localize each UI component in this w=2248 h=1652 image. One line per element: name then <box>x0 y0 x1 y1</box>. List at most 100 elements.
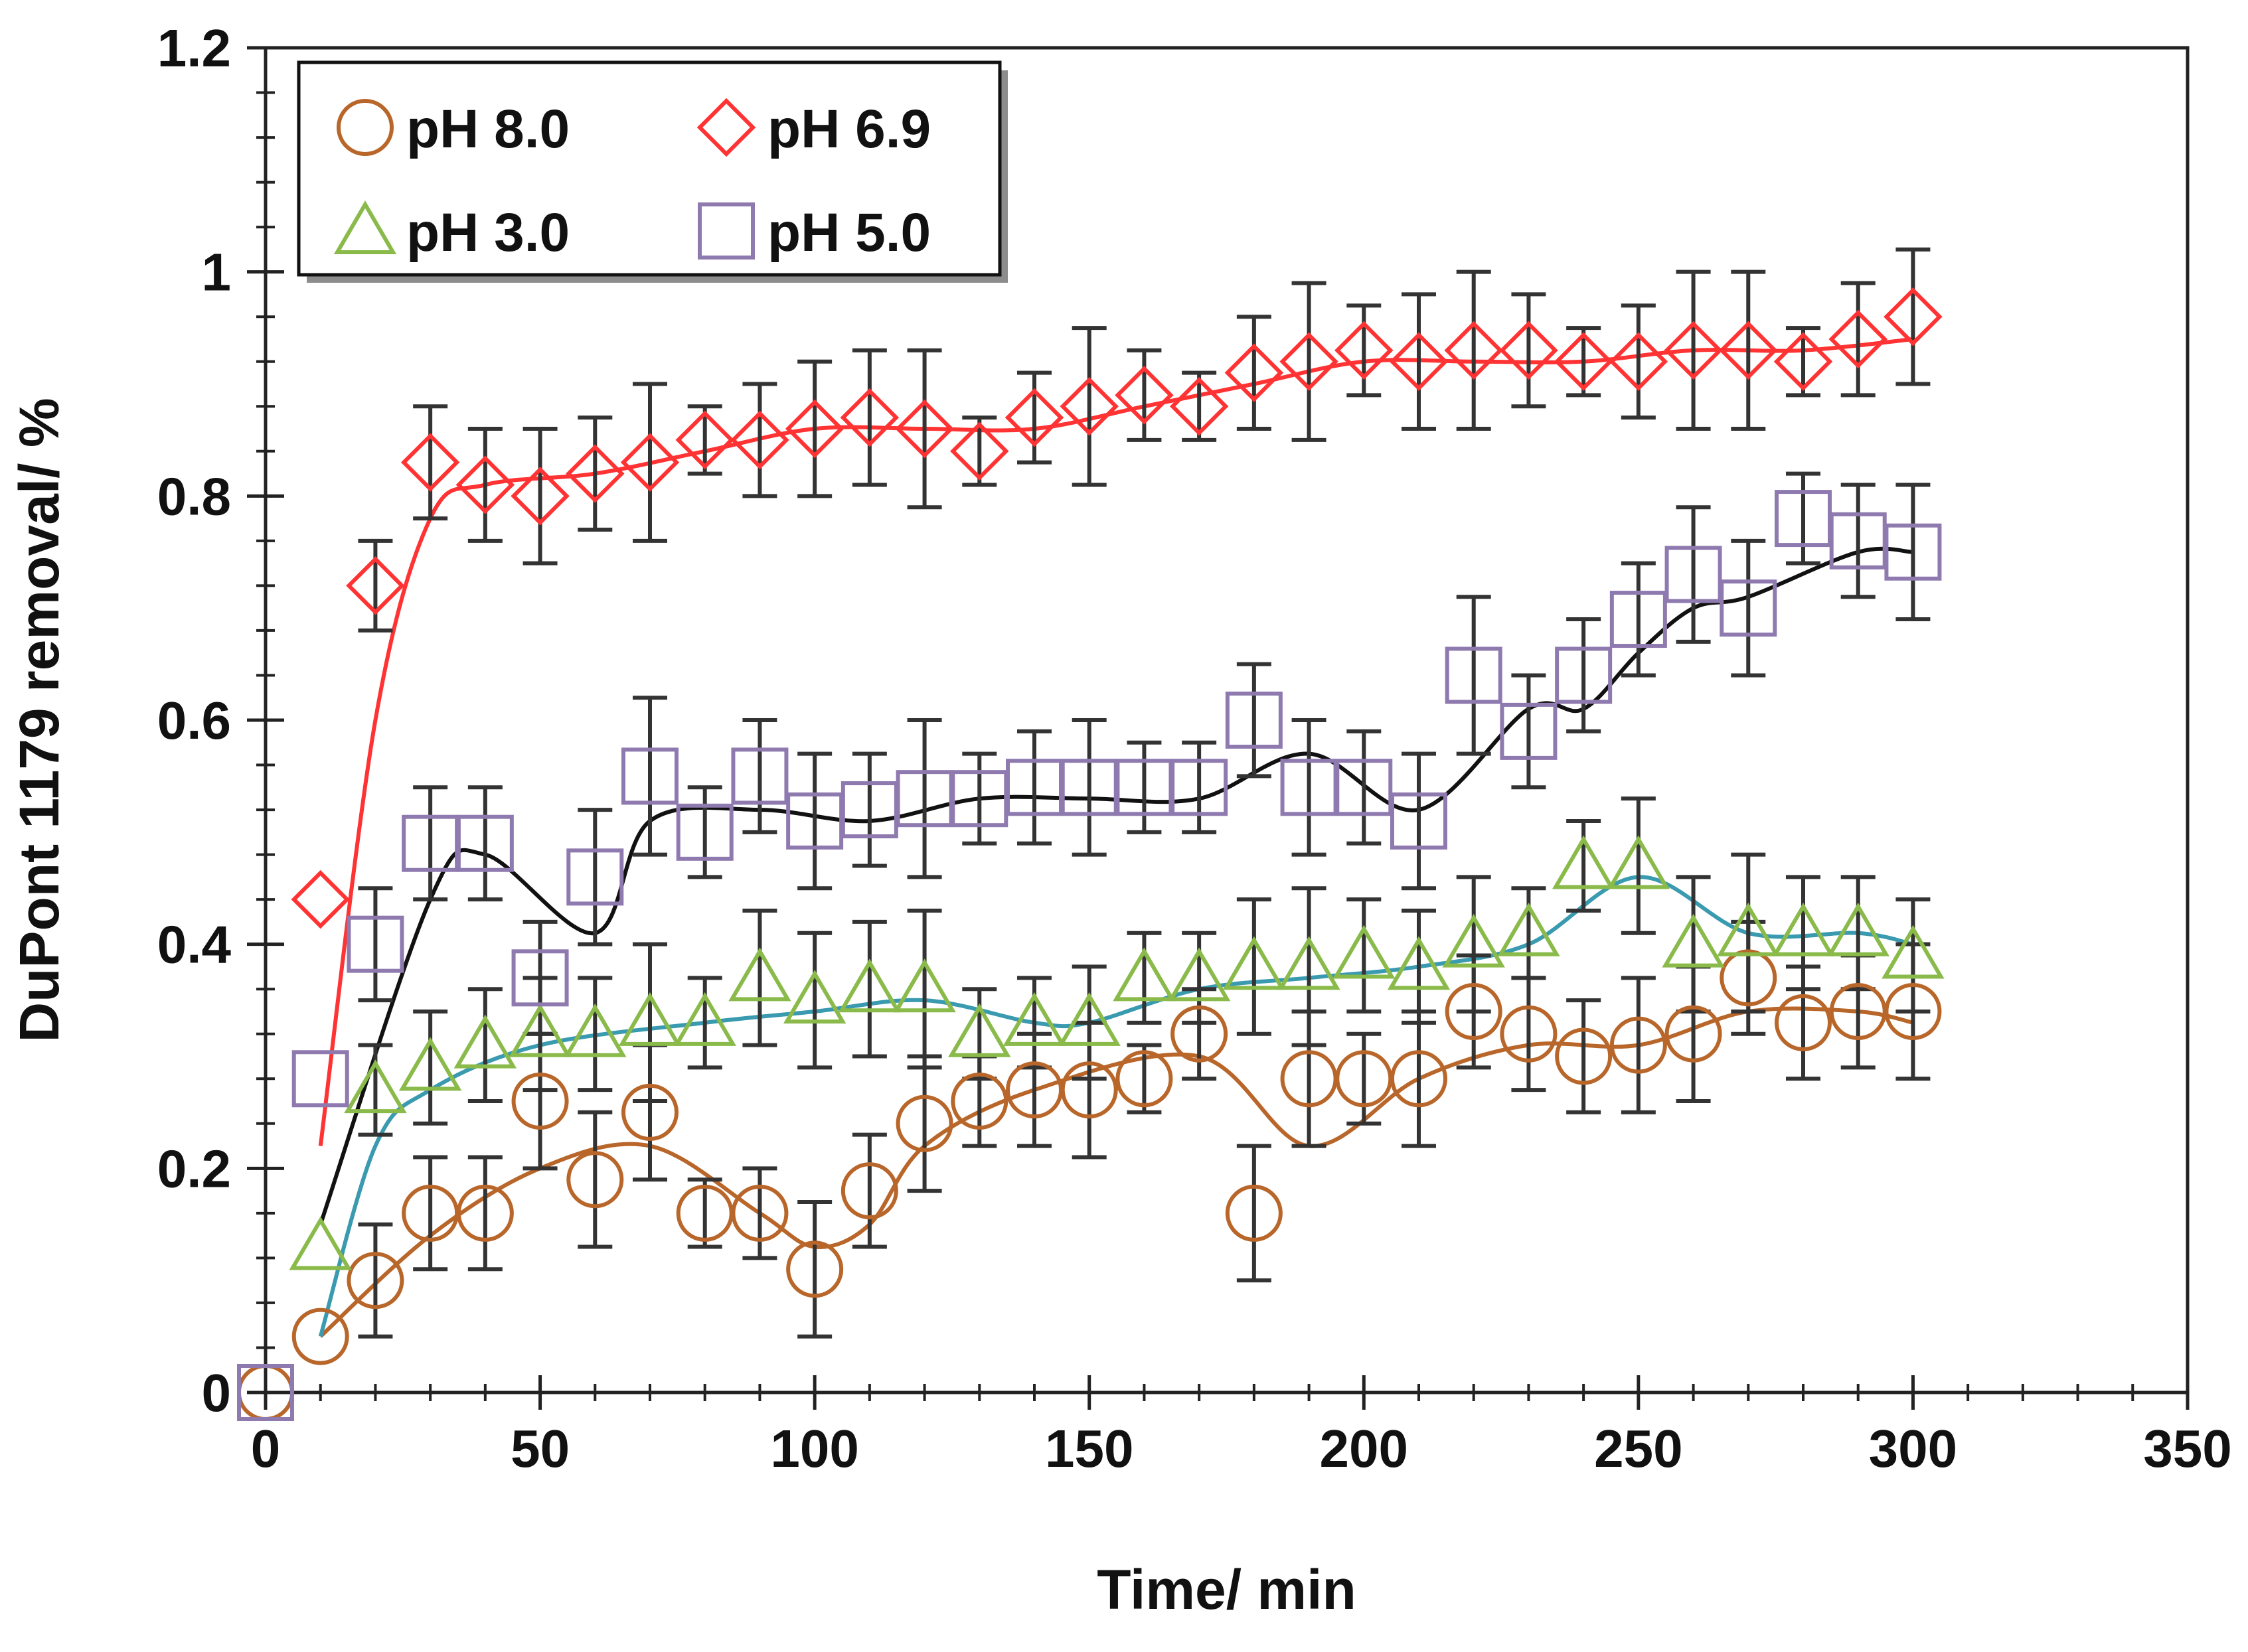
error-bar-ph-8-0 <box>1566 998 1601 1114</box>
error-bar-ph-8-0 <box>1236 1144 1271 1283</box>
data-point-ph-5-0 <box>1390 792 1447 850</box>
error-bar-ph-5-0 <box>1236 662 1271 779</box>
data-point-ph-6-9 <box>1060 377 1119 436</box>
data-point-ph-5-0 <box>1884 523 1942 581</box>
data-point-ph-5-0 <box>1445 646 1502 704</box>
error-bar-ph-6-9 <box>1346 303 1382 398</box>
error-bar-ph-3-0 <box>742 909 777 1047</box>
error-bar-ph-6-9 <box>1291 281 1326 442</box>
data-point-ph-6-9 <box>1719 321 1778 380</box>
x-tick-label: 200 <box>1320 1419 1408 1478</box>
error-bar-ph-5-0 <box>1840 483 1876 599</box>
data-point-ph-8-0 <box>1060 1061 1118 1119</box>
data-point-ph-5-0 <box>1225 692 1283 749</box>
error-bar-ph-3-0 <box>1291 886 1326 1047</box>
data-markers <box>237 287 1945 1421</box>
error-bar-ph-5-0 <box>687 785 722 879</box>
error-bar-ph-8-0 <box>742 1166 777 1260</box>
data-point-ph-6-9 <box>1664 321 1723 380</box>
error-bar-ph-5-0 <box>1731 538 1766 678</box>
data-point-ph-8-0 <box>456 1184 514 1242</box>
error-bar-ph-5-0 <box>633 696 667 857</box>
data-point-ph-6-9 <box>840 388 900 447</box>
data-point-ph-3-0 <box>289 1216 352 1270</box>
error-bar-ph-3-0 <box>1621 796 1656 935</box>
error-bar-ph-6-9 <box>1566 326 1601 398</box>
data-point-ph-5-0 <box>456 814 514 872</box>
data-point-ph-5-0 <box>1335 759 1393 816</box>
x-tick-label: 350 <box>2143 1419 2231 1478</box>
error-bars <box>358 247 1931 1339</box>
error-bar-ph-6-9 <box>1840 281 1876 398</box>
data-point-ph-8-0 <box>291 1308 349 1365</box>
y-axis-title: DuPont 1179 removal/ % <box>8 398 70 1042</box>
data-point-ph-3-0 <box>1332 925 1396 979</box>
legend: pH 8.0 pH 6.9 pH 3.0 pH 5.0 <box>297 60 1008 283</box>
data-point-ph-6-9 <box>1884 287 1943 346</box>
data-point-ph-8-0 <box>1115 1050 1173 1108</box>
legend-label-ph-5-0: pH 5.0 <box>767 202 931 263</box>
error-bar-ph-3-0 <box>1236 897 1271 1036</box>
data-point-ph-6-9 <box>620 433 680 492</box>
error-bar-ph-5-0 <box>1895 483 1931 622</box>
data-point-ph-8-0 <box>841 1162 898 1220</box>
data-point-ph-3-0 <box>1717 902 1780 956</box>
error-bar-ph-6-9 <box>1456 269 1491 431</box>
error-bar-ph-3-0 <box>578 976 613 1092</box>
y-tick-label: 1 <box>202 243 232 302</box>
error-bar-ph-8-0 <box>578 1110 613 1249</box>
data-point-ph-5-0 <box>621 747 679 805</box>
data-point-ph-3-0 <box>783 970 846 1024</box>
error-bar-ph-6-9 <box>1127 348 1162 442</box>
data-point-ph-3-0 <box>1552 835 1615 889</box>
error-bar-ph-5-0 <box>1127 740 1162 834</box>
data-point-ph-8-0 <box>347 1252 404 1310</box>
error-bar-ph-5-0 <box>1566 617 1601 733</box>
error-bar-ph-3-0 <box>1895 897 1931 1014</box>
error-bar-ph-5-0 <box>1182 740 1217 834</box>
data-point-ph-3-0 <box>1387 936 1451 990</box>
data-point-ph-6-9 <box>291 869 350 929</box>
error-bar-ph-6-9 <box>1402 292 1436 431</box>
data-point-ph-6-9 <box>1554 332 1613 391</box>
data-point-ph-8-0 <box>1225 1184 1283 1242</box>
data-point-ph-5-0 <box>1664 546 1722 603</box>
legend-label-ph-6-9: pH 6.9 <box>767 99 931 159</box>
data-point-ph-6-9 <box>1279 332 1338 391</box>
error-bar-ph-3-0 <box>1072 964 1107 1081</box>
error-bar-ph-5-0 <box>907 718 942 879</box>
data-point-ph-3-0 <box>673 992 736 1046</box>
error-bar-ph-3-0 <box>1786 875 1820 992</box>
data-point-ph-8-0 <box>566 1151 624 1209</box>
data-point-ph-3-0 <box>1607 835 1670 889</box>
x-tick-label: 250 <box>1594 1419 1682 1478</box>
data-point-ph-8-0 <box>1445 982 1502 1040</box>
data-point-ph-5-0 <box>237 1364 294 1421</box>
data-point-ph-3-0 <box>1497 902 1560 956</box>
legend-diamond-icon <box>696 98 756 157</box>
data-point-ph-6-9 <box>511 467 570 526</box>
data-point-ph-8-0 <box>1170 1005 1228 1063</box>
error-bar-ph-5-0 <box>962 751 997 846</box>
x-tick-label: 0 <box>251 1419 281 1478</box>
error-bar-ph-8-0 <box>852 1132 887 1249</box>
data-point-ph-8-0 <box>1555 1027 1613 1085</box>
data-point-ph-3-0 <box>344 1059 407 1114</box>
error-bar-ph-5-0 <box>742 718 777 834</box>
data-point-ph-3-0 <box>398 1037 462 1091</box>
data-point-ph-5-0 <box>1555 646 1613 704</box>
error-bar-ph-6-9 <box>522 427 558 565</box>
data-point-ph-3-0 <box>509 1003 572 1057</box>
error-bar-ph-5-0 <box>1621 561 1656 678</box>
error-bar-ph-5-0 <box>1072 718 1107 857</box>
data-point-ph-5-0 <box>731 747 789 805</box>
data-point-ph-8-0 <box>511 1073 569 1130</box>
legend-marker-ph-6-9 <box>696 98 756 157</box>
data-point-ph-5-0 <box>511 949 569 1007</box>
error-bar-ph-5-0 <box>1676 505 1711 644</box>
error-bar-ph-3-0 <box>1456 875 1491 1014</box>
data-point-ph-3-0 <box>1222 936 1286 990</box>
data-point-ph-8-0 <box>1609 1016 1667 1074</box>
error-bar-ph-5-0 <box>852 751 887 868</box>
